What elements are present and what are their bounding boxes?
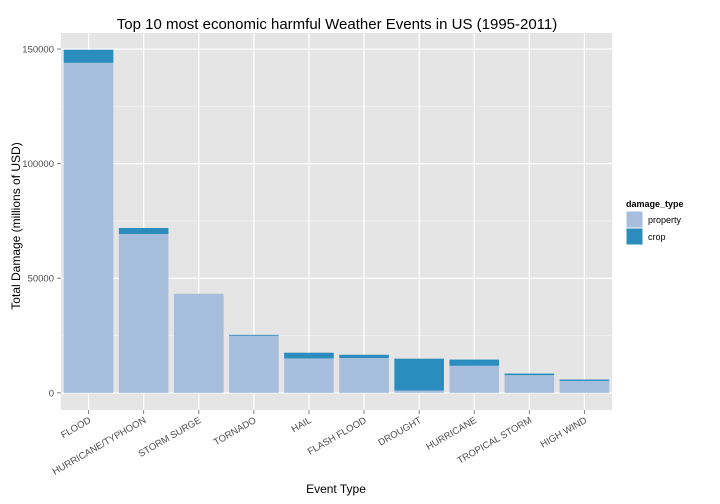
bar-property [504,375,555,393]
x-tick-label: HURRICANE/TYPHOON [51,415,148,478]
x-tick-label: HIGH WIND [539,415,589,450]
legend-label-property: property [648,215,682,225]
bar-crop [504,373,555,376]
legend-title: damage_type [626,199,684,209]
legend-label-crop: crop [648,232,666,242]
bar-property [449,365,500,393]
y-tick-label: 150000 [22,45,54,56]
bar-property [284,358,334,393]
x-tick-label: DROUGHT [377,415,424,449]
bars [63,49,610,393]
bar-crop [339,354,389,358]
y-tick-label: 0 [49,388,54,399]
bar-property [339,357,389,393]
bar-property [394,390,444,393]
bar-property [559,380,610,393]
legend-key-crop [625,227,644,246]
bar-property [173,293,224,393]
x-tick-label: HAIL [290,415,314,435]
x-tick-label: STORM SURGE [137,415,204,460]
x-tick-label: HURRICANE [424,415,478,453]
chart-title: Top 10 most economic harmful Weather Eve… [117,16,558,33]
x-axis-title: Event Type [306,482,366,496]
y-axis-title: Total Damage (millions of USD) [9,142,23,309]
bar-crop [284,352,334,359]
bar-property [118,233,169,393]
bar-crop [118,228,169,234]
bar-crop [229,334,279,336]
y-axis: 0 50000 100000 150000 [22,45,61,399]
x-tick-label: FLOOD [59,415,93,441]
x-tick-label: FLASH FLOOD [306,415,369,458]
bar-crop [559,379,610,381]
bar-crop [63,49,114,63]
x-tick-label: TORNADO [212,415,259,448]
bar-crop [449,359,500,366]
legend: damage_type property crop [625,199,684,246]
legend-key-property [625,210,644,229]
y-tick-label: 50000 [28,274,54,285]
bar-property [229,335,279,393]
y-tick-label: 100000 [22,159,54,170]
bar-property [63,62,114,393]
bar-crop [394,358,444,391]
